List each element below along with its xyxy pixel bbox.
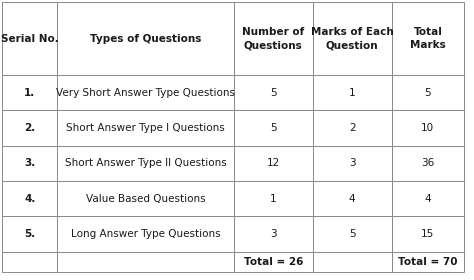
Bar	[313, 146, 392, 181]
Bar	[234, 2, 313, 75]
Bar	[234, 216, 313, 252]
Bar	[313, 216, 392, 252]
Text: Number of
Questions: Number of Questions	[242, 27, 304, 50]
Bar	[57, 146, 234, 181]
Bar	[57, 252, 234, 272]
Text: 3: 3	[349, 158, 356, 169]
Bar	[392, 2, 464, 75]
Bar	[57, 111, 234, 146]
Bar	[392, 75, 464, 111]
Bar	[234, 75, 313, 111]
Bar	[57, 2, 234, 75]
Bar	[2, 75, 57, 111]
Text: 4.: 4.	[24, 194, 36, 204]
Bar	[392, 216, 464, 252]
Text: 5: 5	[270, 88, 276, 98]
Bar	[2, 181, 57, 216]
Bar	[234, 181, 313, 216]
Bar	[57, 216, 234, 252]
Bar	[234, 146, 313, 181]
Text: 12: 12	[266, 158, 280, 169]
Text: Value Based Questions: Value Based Questions	[86, 194, 205, 204]
Bar	[392, 181, 464, 216]
Text: Short Answer Type II Questions: Short Answer Type II Questions	[65, 158, 227, 169]
Bar	[313, 181, 392, 216]
Text: 3.: 3.	[24, 158, 36, 169]
Text: Types of Questions: Types of Questions	[90, 34, 201, 44]
Text: 5: 5	[425, 88, 431, 98]
Text: 5: 5	[270, 123, 276, 133]
Text: 36: 36	[421, 158, 435, 169]
Bar	[2, 216, 57, 252]
Text: 4: 4	[425, 194, 431, 204]
Bar	[313, 2, 392, 75]
Bar	[313, 75, 392, 111]
Bar	[57, 75, 234, 111]
Bar	[2, 111, 57, 146]
Bar	[392, 111, 464, 146]
Text: 5: 5	[349, 229, 356, 239]
Text: 1: 1	[270, 194, 276, 204]
Bar	[2, 252, 57, 272]
Text: Long Answer Type Questions: Long Answer Type Questions	[71, 229, 220, 239]
Text: Total = 26: Total = 26	[244, 257, 303, 267]
Bar	[2, 2, 57, 75]
Text: Very Short Answer Type Questions: Very Short Answer Type Questions	[56, 88, 235, 98]
Bar	[234, 252, 313, 272]
Text: 2.: 2.	[24, 123, 36, 133]
Bar	[2, 146, 57, 181]
Text: 10: 10	[421, 123, 434, 133]
Bar	[57, 181, 234, 216]
Text: Short Answer Type I Questions: Short Answer Type I Questions	[66, 123, 225, 133]
Text: 1: 1	[349, 88, 356, 98]
Text: Marks of Each
Question: Marks of Each Question	[311, 27, 393, 50]
Text: 4: 4	[349, 194, 356, 204]
Bar	[313, 252, 392, 272]
Text: Serial No.: Serial No.	[1, 34, 59, 44]
Bar	[392, 146, 464, 181]
Text: Total
Marks: Total Marks	[410, 27, 446, 50]
Text: 15: 15	[421, 229, 435, 239]
Text: Total = 70: Total = 70	[398, 257, 457, 267]
Text: 2: 2	[349, 123, 356, 133]
Text: 5.: 5.	[24, 229, 36, 239]
Text: 3: 3	[270, 229, 276, 239]
Bar	[313, 111, 392, 146]
Bar	[234, 111, 313, 146]
Bar	[392, 252, 464, 272]
Text: 1.: 1.	[24, 88, 36, 98]
